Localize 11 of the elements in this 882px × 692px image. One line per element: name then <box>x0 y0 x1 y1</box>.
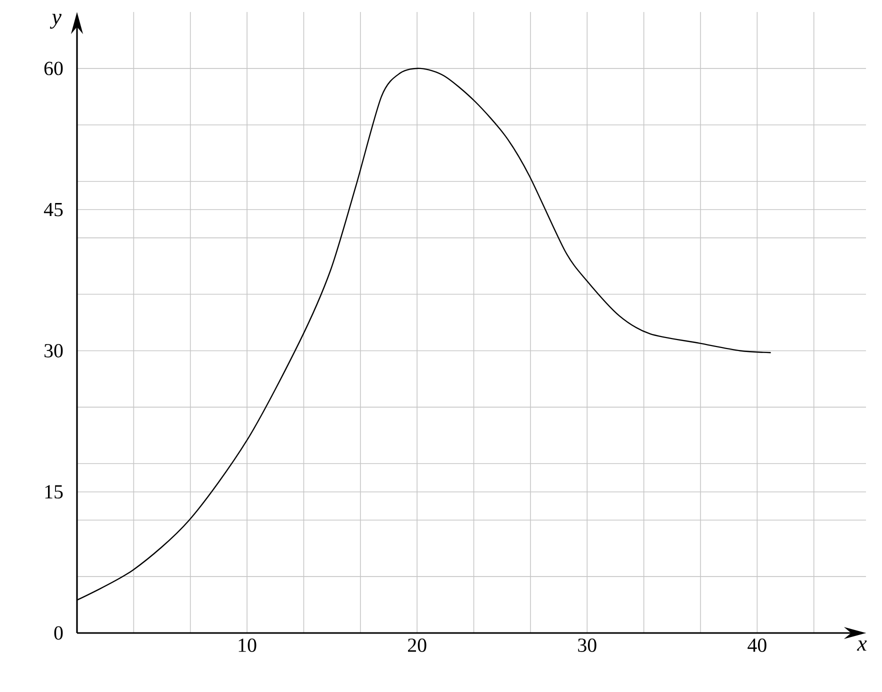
x-tick-label: 40 <box>748 638 766 652</box>
y-axis-title: y <box>50 14 62 29</box>
y-tick-label: 0 <box>54 626 63 640</box>
y-tick-label: 15 <box>45 485 63 499</box>
x-axis-title: x <box>856 640 867 651</box>
x-tick-label: 10 <box>238 638 256 652</box>
x-tick-label: 20 <box>408 638 426 652</box>
y-tick-label: 45 <box>44 202 63 216</box>
y-tick-label: 30 <box>44 344 63 358</box>
x-tick-label: 30 <box>578 638 596 652</box>
y-tick-label: 60 <box>44 62 63 76</box>
